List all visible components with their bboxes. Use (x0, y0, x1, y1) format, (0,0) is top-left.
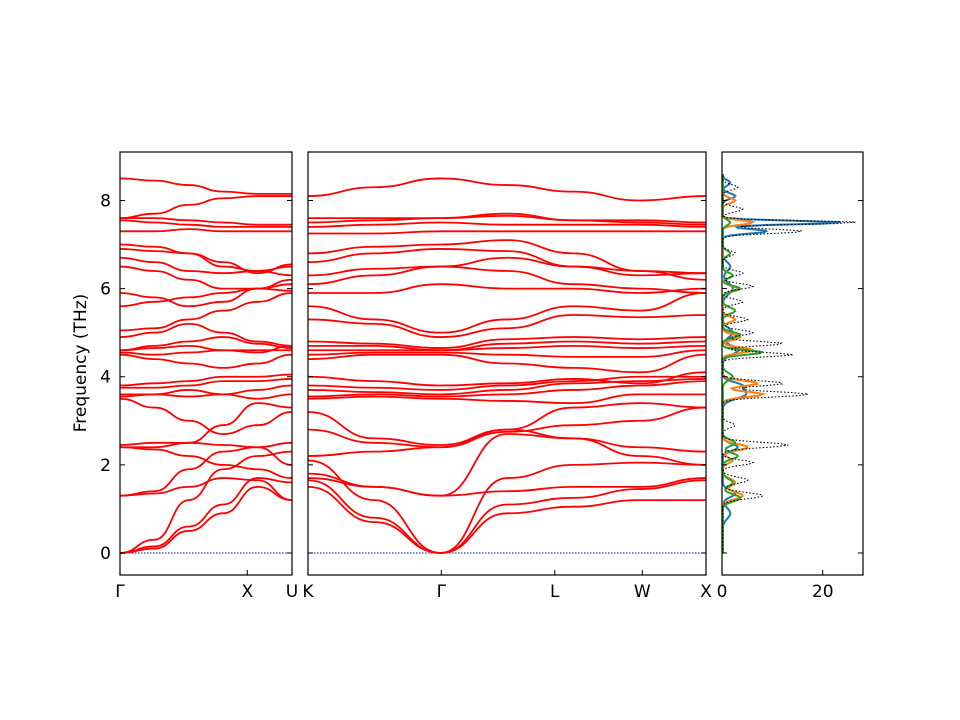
phonon-band-line (119, 450, 293, 554)
phonon-band-line (307, 336, 707, 349)
phonon-band-line (308, 230, 706, 235)
phonon-band-line (307, 459, 707, 554)
phonon-band-line (119, 446, 293, 479)
dos-x-tick-label: 20 (812, 582, 834, 602)
phonon-band-line (119, 373, 293, 387)
phonon-band-line (120, 402, 293, 449)
y-tick-label: 0 (100, 544, 111, 564)
phonon-band-line (119, 248, 293, 272)
y-axis-label: Frequency (THz) (71, 294, 91, 433)
phonon-band-line (119, 217, 292, 226)
dos-curve (721, 174, 764, 553)
phonon-band-line (119, 441, 293, 449)
phonon-band-line (307, 393, 706, 405)
phonon-band-line (307, 221, 707, 228)
phonon-band-line (307, 375, 706, 391)
phonon-band-line (120, 378, 293, 389)
dos-curve (722, 174, 856, 553)
dos-panel-frame (721, 151, 864, 576)
phonon-band-line (119, 344, 293, 354)
band-panel-gamma-x-u: 0 2 4 6 8 Γ X U (100, 151, 298, 602)
phonon-band-line (307, 402, 707, 446)
dos-panel: 0 20 (717, 151, 864, 602)
phonon-band-line (119, 177, 292, 195)
phonon-band-line (307, 485, 706, 554)
phonon-band-line (307, 378, 707, 396)
phonon-band-line (119, 336, 293, 352)
phonon-band-line (119, 397, 293, 435)
phonon-band-line (307, 265, 707, 294)
y-tick-label: 2 (100, 456, 111, 476)
x-tick-label: X (241, 582, 253, 602)
phonon-band-line (307, 380, 707, 398)
phonon-band-line (119, 195, 292, 219)
band-panel-frame (307, 151, 707, 576)
phonon-band-line (119, 322, 293, 347)
x-tick-label: U (286, 582, 298, 602)
phonon-band-line (119, 265, 293, 290)
x-tick-label: Γ (437, 582, 447, 602)
phonon-band-line (307, 479, 707, 554)
phonon-band-line (119, 485, 293, 554)
phonon-band-line (307, 406, 707, 449)
phonon-band-line (307, 214, 707, 226)
phonon-band-line (119, 243, 293, 275)
phonon-band-line (307, 314, 707, 338)
phonon-band-line (307, 349, 707, 358)
phonon-band-line (120, 228, 292, 233)
phonon-band-line (307, 433, 707, 497)
dos-x-tick-label: 0 (717, 582, 728, 602)
phonon-band-line (308, 340, 707, 352)
phonon-band-line (119, 477, 293, 554)
phonon-band-line (119, 349, 292, 356)
phonon-band-line (120, 384, 293, 398)
phonon-band-line (307, 256, 707, 277)
phonon-band-line (307, 344, 707, 352)
phonon-band-line (119, 292, 293, 332)
x-tick-label: Γ (115, 582, 125, 602)
phonon-band-line (307, 353, 707, 374)
x-tick-label: L (550, 582, 560, 602)
phonon-band-line (307, 177, 707, 202)
y-tick-label: 4 (100, 368, 111, 388)
phonon-band-line (307, 371, 707, 387)
phonon-band-line (119, 477, 293, 501)
phonon-band-line (119, 219, 292, 228)
phonon-band-line (307, 283, 707, 294)
phonon-band-line (119, 353, 293, 369)
x-tick-label: X (700, 582, 712, 602)
x-tick-label: W (634, 582, 651, 602)
y-tick-label: 6 (100, 280, 111, 300)
phonon-band-line (307, 212, 707, 224)
band-panel-frame (119, 151, 293, 576)
phonon-band-line (307, 239, 707, 281)
phonon-band-line (307, 292, 707, 334)
y-tick-label: 8 (100, 191, 111, 211)
x-tick-label: K (302, 582, 314, 602)
